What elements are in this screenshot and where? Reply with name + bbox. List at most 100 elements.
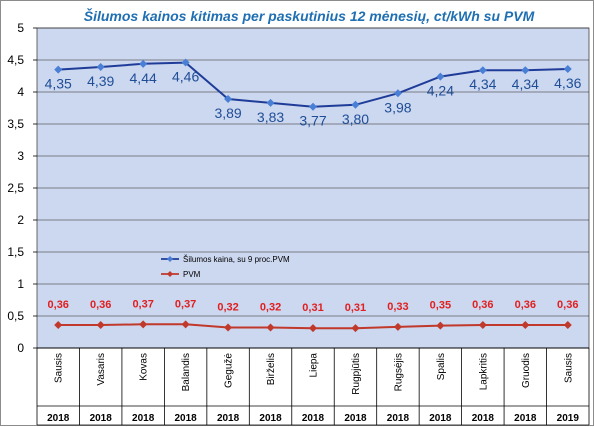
heat-price-data-label: 3,83 xyxy=(257,109,284,125)
y-tick-label: 3 xyxy=(17,149,24,163)
vat-point xyxy=(393,322,402,331)
x-tick-label: Kovas xyxy=(139,353,150,381)
heat-price-data-label: 4,34 xyxy=(512,76,539,92)
year-label: 2018 xyxy=(259,413,282,424)
x-tick-label: Vasaris xyxy=(96,353,107,386)
x-tick-label: Gruodis xyxy=(521,353,532,388)
vat-point xyxy=(478,320,487,329)
x-tick-label: Sausis xyxy=(563,353,574,383)
year-label: 2018 xyxy=(429,413,452,424)
series-layer xyxy=(54,58,572,333)
heat-price-data-label: 4,36 xyxy=(554,75,581,91)
vat-point xyxy=(351,324,360,333)
vat-data-label: 0,36 xyxy=(90,299,111,311)
x-tick-label: Liepa xyxy=(309,353,320,378)
heat-price-point xyxy=(478,66,487,75)
year-label: 2018 xyxy=(217,413,240,424)
legend-entry: PVM xyxy=(183,270,201,279)
y-tick-label: 0,5 xyxy=(7,309,24,323)
vat-point xyxy=(436,321,445,330)
x-tick-label: Rugsėjis xyxy=(393,353,404,391)
gridlines xyxy=(37,27,589,317)
x-tick-label: Birželis xyxy=(266,353,277,385)
vat-data-label: 0,36 xyxy=(557,299,578,311)
vat-data-label: 0,32 xyxy=(260,302,281,314)
vat-data-label: 0,37 xyxy=(132,298,153,310)
year-label: 2018 xyxy=(47,413,70,424)
x-tick-label: Lapkritis xyxy=(478,353,489,390)
y-tick-label: 2,5 xyxy=(7,181,24,195)
heat-price-point xyxy=(351,100,360,109)
y-tick-label: 4,5 xyxy=(7,53,24,67)
vat-data-label: 0,31 xyxy=(302,302,323,314)
heat-price-data-label: 3,89 xyxy=(214,105,241,121)
y-tick-label: 1,5 xyxy=(7,245,24,259)
vat-point xyxy=(224,323,233,332)
data-labels: 4,35 4,39 4,44 4,46 3,89 3,83 3,77 3,80 3,98 4,24… xyxy=(45,69,582,315)
x-axis: Sausis 2018 Vasaris 2018 Kovas 2018 Balandis 20… xyxy=(36,347,590,426)
legend-swatch-marker xyxy=(167,256,173,262)
vat-data-label: 0,32 xyxy=(217,302,238,314)
vat-data-label: 0,36 xyxy=(472,299,493,311)
heat-price-point xyxy=(139,59,148,68)
x-tick-label: Sausis xyxy=(54,353,65,383)
heat-price-data-label: 3,77 xyxy=(299,113,326,129)
x-tick-label: Gegužė xyxy=(224,353,235,388)
vat-data-label: 0,36 xyxy=(515,299,536,311)
heat-price-point xyxy=(521,66,530,75)
x-tick-label: Balandis xyxy=(181,353,192,391)
year-label: 2018 xyxy=(387,413,410,424)
heat-price-point xyxy=(266,98,275,107)
vat-data-label: 0,35 xyxy=(430,300,451,312)
vat-point xyxy=(181,320,190,329)
vat-data-label: 0,36 xyxy=(48,299,69,311)
legend: Šilumos kaina, su 9 proc.PVM PVM xyxy=(161,255,290,279)
year-label: 2018 xyxy=(344,413,367,424)
x-tick-label: Spalis xyxy=(436,353,447,380)
heat-price-point xyxy=(54,65,63,74)
heat-price-point xyxy=(393,89,402,98)
vat-point xyxy=(139,320,148,329)
year-label: 2018 xyxy=(174,413,197,424)
vat-point xyxy=(266,323,275,332)
heat-price-data-label: 3,80 xyxy=(342,111,369,127)
vat-point xyxy=(54,320,63,329)
year-label: 2018 xyxy=(302,413,325,424)
year-label: 2018 xyxy=(514,413,537,424)
vat-data-label: 0,33 xyxy=(387,301,408,313)
heat-price-point xyxy=(309,102,317,111)
y-axis: 0 0,5 1 1,5 2 2,5 3 3,5 4 4,5 5 xyxy=(7,21,37,355)
heat-price-point xyxy=(224,95,233,104)
y-tick-label: 5 xyxy=(17,21,24,35)
vat-point xyxy=(96,320,105,329)
y-tick-label: 3,5 xyxy=(7,117,24,131)
y-tick-label: 0 xyxy=(17,341,24,355)
heat-price-point xyxy=(436,72,445,81)
legend-entry: Šilumos kaina, su 9 proc.PVM xyxy=(183,255,290,264)
heat-price-point xyxy=(563,64,572,73)
heat-price-data-label: 4,24 xyxy=(427,83,454,99)
heat-price-data-label: 4,46 xyxy=(172,69,199,85)
legend-swatch-marker xyxy=(167,271,173,277)
year-label: 2018 xyxy=(132,413,155,424)
heat-price-point xyxy=(96,63,105,72)
heat-price-point xyxy=(181,58,190,67)
heat-price-data-label: 3,98 xyxy=(384,99,411,115)
vat-data-label: 0,31 xyxy=(345,302,366,314)
heat-price-data-label: 4,39 xyxy=(87,73,114,89)
heat-price-data-label: 4,44 xyxy=(130,70,157,86)
y-tick-label: 2 xyxy=(17,213,24,227)
year-label: 2019 xyxy=(557,413,580,424)
vat-point xyxy=(563,320,572,329)
year-label: 2018 xyxy=(90,413,113,424)
vat-point xyxy=(521,320,530,329)
y-tick-label: 1 xyxy=(17,277,24,291)
x-tick-label: Rugpjūtis xyxy=(351,353,362,395)
heat-price-data-label: 4,34 xyxy=(469,76,496,92)
vat-data-label: 0,37 xyxy=(175,298,196,310)
year-label: 2018 xyxy=(472,413,495,424)
heat-price-data-label: 4,35 xyxy=(45,76,72,92)
vat-point xyxy=(309,324,317,333)
